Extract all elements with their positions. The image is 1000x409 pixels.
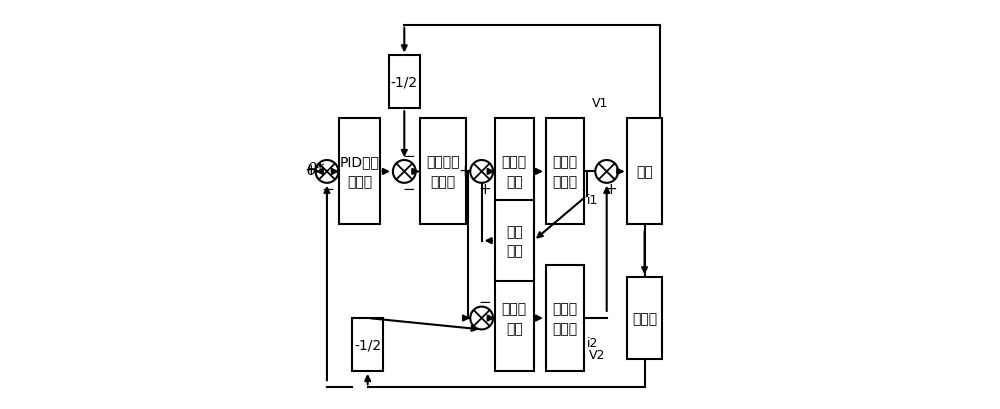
Bar (339, 119, 380, 225)
Text: 滑模速度
控制器: 滑模速度 控制器 (426, 155, 460, 189)
Bar (352, 318, 383, 371)
Bar (546, 119, 584, 225)
Text: +: + (479, 182, 491, 197)
Text: 伺服驱
动器: 伺服驱 动器 (502, 155, 527, 189)
Text: −: − (403, 182, 416, 197)
Text: 电机与
减速机: 电机与 减速机 (553, 155, 578, 189)
Bar (389, 56, 420, 109)
Text: +: + (604, 182, 617, 197)
Text: −: − (403, 148, 416, 163)
Bar (495, 119, 534, 225)
Text: V1: V1 (592, 97, 609, 110)
Bar (546, 265, 584, 371)
Bar (495, 200, 534, 282)
Circle shape (595, 161, 618, 183)
Text: 齿轮
消隙: 齿轮 消隙 (506, 225, 523, 258)
Bar (420, 119, 466, 225)
Text: +: + (459, 163, 471, 178)
Circle shape (470, 307, 493, 330)
Circle shape (470, 161, 493, 183)
Text: 负载: 负载 (636, 165, 653, 179)
Text: -1/2: -1/2 (391, 76, 418, 90)
Text: +: + (304, 162, 317, 178)
Circle shape (393, 161, 416, 183)
Text: 编码器: 编码器 (632, 311, 657, 325)
Text: −: − (479, 294, 491, 310)
Bar (495, 265, 534, 371)
Bar (627, 278, 662, 359)
Text: 伺服驱
动器: 伺服驱 动器 (502, 301, 527, 335)
Circle shape (316, 161, 338, 183)
Text: -1/2: -1/2 (354, 338, 381, 352)
Text: i1: i1 (587, 194, 598, 207)
Text: 电机与
减速机: 电机与 减速机 (553, 301, 578, 335)
Text: i2: i2 (587, 336, 598, 349)
Bar (627, 119, 662, 225)
Text: −: − (321, 182, 334, 197)
Text: PID位置
控制器: PID位置 控制器 (340, 155, 379, 189)
Text: V2: V2 (589, 348, 605, 361)
Text: θ*: θ* (307, 162, 325, 178)
